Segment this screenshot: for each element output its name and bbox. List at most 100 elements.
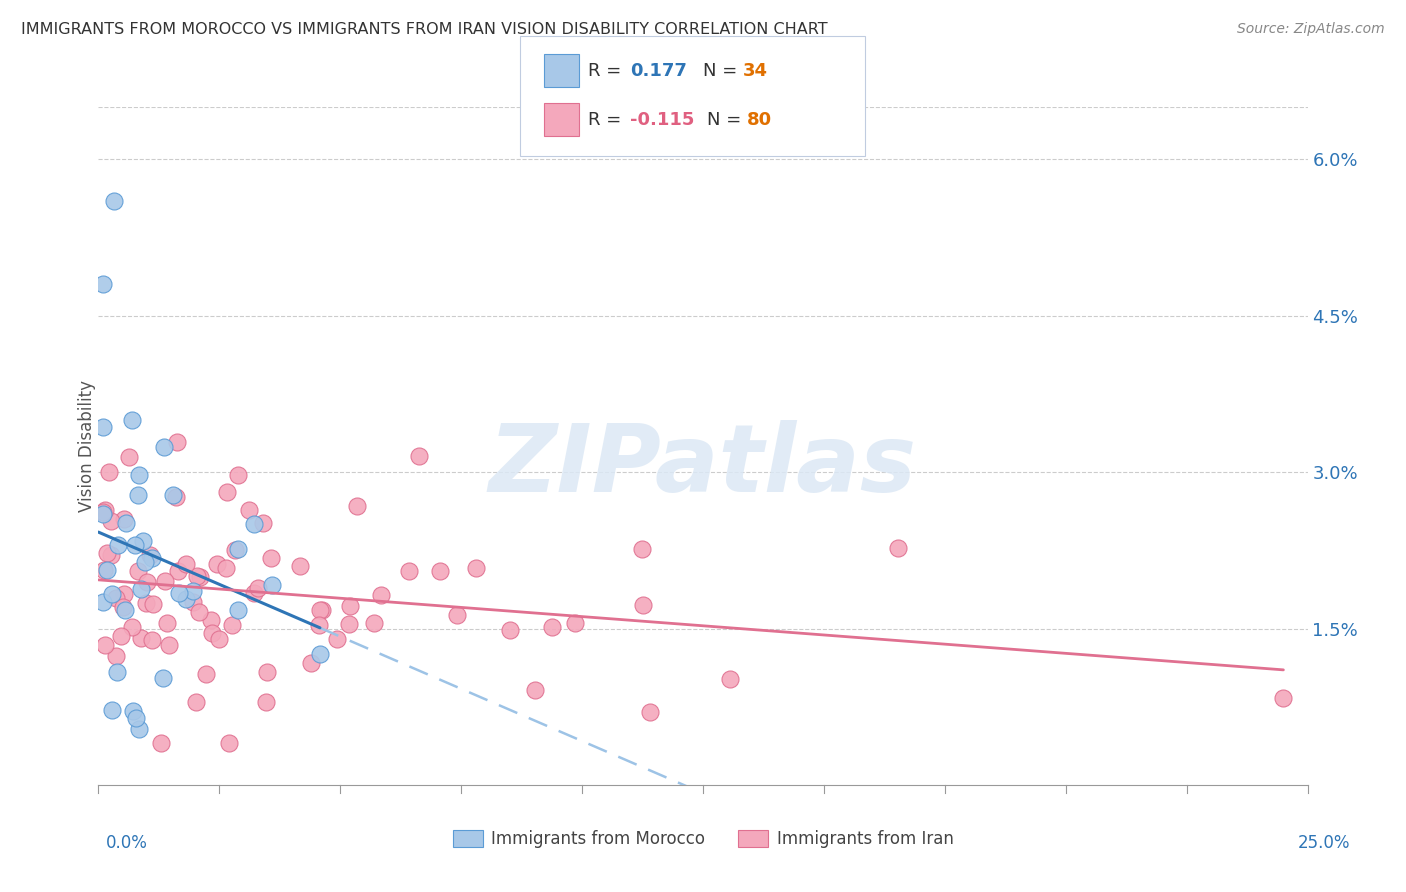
Point [103,194,125,208]
Point [254,695,277,709]
Point [134,555,156,569]
Point [94,503,117,517]
Point [630,541,652,556]
Point [165,490,187,504]
Point [174,591,197,606]
Point [201,626,224,640]
Point [167,585,190,599]
Point [346,499,368,513]
Point [97,465,120,479]
Point [127,488,149,502]
Point [224,542,246,557]
Point [105,648,128,663]
Point [299,657,322,671]
Point [398,564,420,578]
Point [136,574,159,589]
Point [174,557,197,571]
Point [153,440,176,454]
Point [105,591,128,605]
Point [118,450,141,464]
Text: Source: ZipAtlas.com: Source: ZipAtlas.com [1237,22,1385,37]
Point [93,563,115,577]
Point [184,695,207,709]
Text: 80: 80 [747,112,772,129]
Point [128,722,150,736]
Point [238,502,260,516]
Point [100,514,122,528]
Legend: Immigrants from Morocco, Immigrants from Iran: Immigrants from Morocco, Immigrants from… [446,823,960,855]
Point [564,616,586,631]
Text: 0.0%: 0.0% [105,834,148,852]
Point [127,564,149,578]
Point [408,449,430,463]
Point [91,420,114,434]
Point [309,648,332,662]
Point [247,582,270,596]
Point [139,549,162,563]
Point [121,620,143,634]
Point [153,574,176,588]
Point [181,583,204,598]
Point [200,613,222,627]
Text: ZIPatlas: ZIPatlas [489,420,917,512]
Point [252,516,274,530]
Point [115,516,138,530]
Point [326,632,349,646]
Text: 34: 34 [742,62,768,80]
Text: N =: N = [703,62,742,80]
Point [541,619,564,633]
Point [91,595,114,609]
Point [100,587,122,601]
Point [166,434,188,449]
Point [205,557,228,571]
Point [162,488,184,502]
Point [105,665,128,680]
Point [181,595,204,609]
Point [141,633,163,648]
Point [242,517,264,532]
Point [195,667,218,681]
Text: N =: N = [707,112,747,129]
Point [260,550,283,565]
Point [363,615,385,630]
Point [96,546,118,560]
Point [150,736,173,750]
Point [288,558,311,573]
Text: R =: R = [588,112,627,129]
Point [122,704,145,718]
Point [96,563,118,577]
Point [208,632,231,646]
Point [498,623,520,637]
Point [114,603,136,617]
Point [188,605,211,619]
Point [465,561,488,575]
Point [94,638,117,652]
Point [262,578,284,592]
Text: -0.115: -0.115 [630,112,695,129]
Point [124,538,146,552]
Point [370,588,392,602]
Y-axis label: Vision Disability: Vision Disability [79,380,96,512]
Point [141,550,163,565]
Point [226,541,249,556]
Point [1272,691,1295,706]
Point [215,561,238,575]
Point [309,603,332,617]
Point [142,597,165,611]
Point [256,665,278,680]
Point [125,711,148,725]
Text: IMMIGRANTS FROM MOROCCO VS IMMIGRANTS FROM IRAN VISION DISABILITY CORRELATION CH: IMMIGRANTS FROM MOROCCO VS IMMIGRANTS FR… [21,22,828,37]
Point [91,505,114,519]
Point [221,618,243,632]
Point [91,277,114,292]
Point [446,608,468,623]
Point [242,586,264,600]
Point [131,631,153,645]
Point [337,616,360,631]
Text: 0.177: 0.177 [630,62,686,80]
Point [155,615,177,630]
Point [91,507,114,521]
Point [100,548,122,562]
Point [152,671,174,685]
Point [107,537,129,551]
